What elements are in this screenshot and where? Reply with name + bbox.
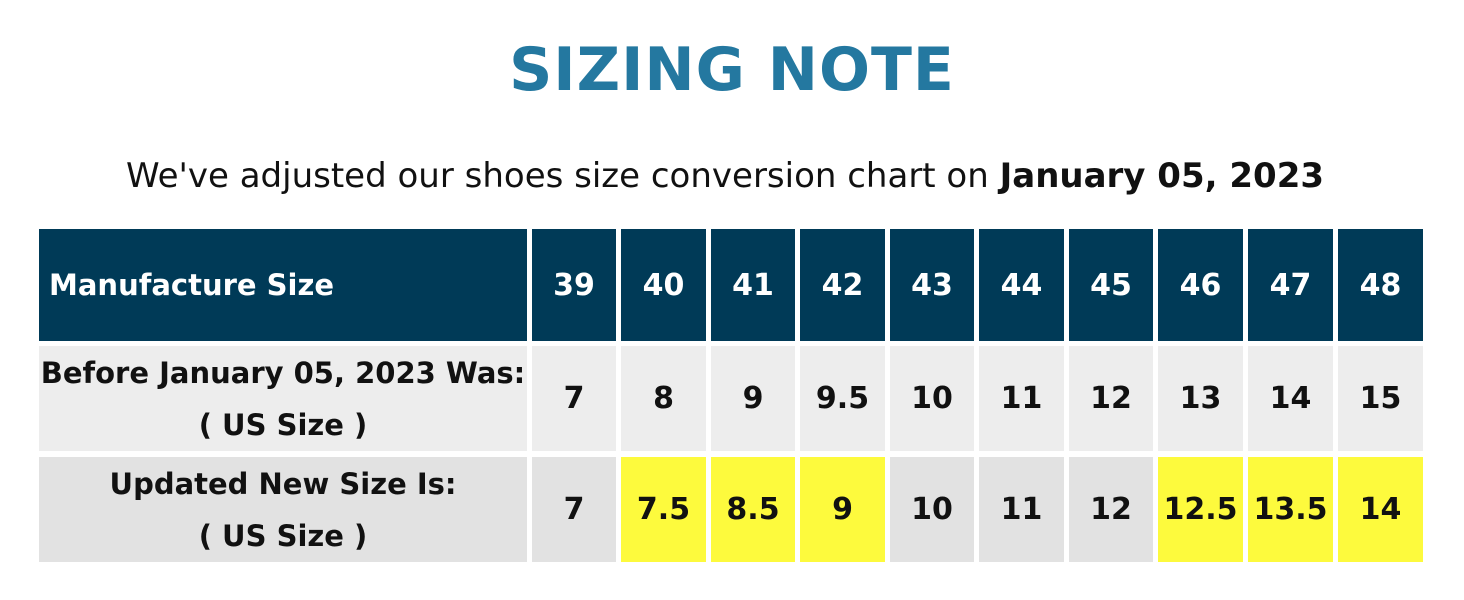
after-row: Updated New Size Is: ( US Size ) 7 7.5 8.5… [39, 457, 1423, 562]
before-size-cell: 10 [890, 346, 974, 457]
updated-size-cell-highlighted: 14 [1338, 457, 1423, 562]
before-size-cell: 14 [1248, 346, 1333, 457]
before-size-cell: 11 [979, 346, 1064, 457]
subtitle: We've adjusted our shoes size conversion… [0, 148, 1450, 204]
manufacture-size-cell: 39 [532, 229, 616, 346]
manufacture-size-cell: 48 [1338, 229, 1423, 346]
before-size-cell: 13 [1158, 346, 1243, 457]
updated-size-cell: 11 [979, 457, 1064, 562]
before-size-cell: 7 [532, 346, 616, 457]
subtitle-date: January 05, 2023 [999, 156, 1325, 196]
before-label-line1: Before January 05, 2023 Was: [40, 355, 526, 390]
manufacture-size-cell: 44 [979, 229, 1064, 346]
updated-size-cell: 7 [532, 457, 616, 562]
header-row: Manufacture Size 39 40 41 42 43 44 45 46 47 48 [39, 229, 1423, 346]
page-title: SIZING NOTE [509, 35, 955, 105]
updated-size-cell-highlighted: 12.5 [1158, 457, 1243, 562]
updated-size-cell: 12 [1069, 457, 1153, 562]
updated-size-cell-highlighted: 7.5 [621, 457, 706, 562]
subtitle-text: We've adjusted our shoes size conversion… [125, 156, 1000, 196]
before-size-cell: 15 [1338, 346, 1423, 457]
updated-size-cell: 10 [890, 457, 974, 562]
before-size-cell: 8 [621, 346, 706, 457]
manufacture-size-cell: 43 [890, 229, 974, 346]
after-label-line1: Updated New Size Is: [109, 466, 457, 501]
manufacture-size-cell: 40 [621, 229, 706, 346]
manufacture-size-cell: 45 [1069, 229, 1153, 346]
manufacture-size-cell: 46 [1158, 229, 1243, 346]
header-label: Manufacture Size [39, 229, 527, 346]
before-size-cell: 12 [1069, 346, 1153, 457]
updated-size-cell-highlighted: 9 [800, 457, 885, 562]
manufacture-size-cell: 47 [1248, 229, 1333, 346]
manufacture-size-cell: 42 [800, 229, 885, 346]
before-size-cell: 9.5 [800, 346, 885, 457]
manufacture-size-cell: 41 [711, 229, 795, 346]
updated-size-cell-highlighted: 13.5 [1248, 457, 1333, 562]
before-row: Before January 05, 2023 Was: ( US Size )… [39, 346, 1423, 457]
before-row-label: Before January 05, 2023 Was: ( US Size ) [39, 346, 527, 457]
before-size-cell: 9 [711, 346, 795, 457]
after-label-line2: ( US Size ) [198, 518, 368, 553]
size-conversion-table: Manufacture Size 39 40 41 42 43 44 45 46 47 48 Be… [34, 229, 1428, 562]
after-row-label: Updated New Size Is: ( US Size ) [39, 457, 527, 562]
before-label-line2: ( US Size ) [198, 407, 368, 442]
updated-size-cell-highlighted: 8.5 [711, 457, 795, 562]
